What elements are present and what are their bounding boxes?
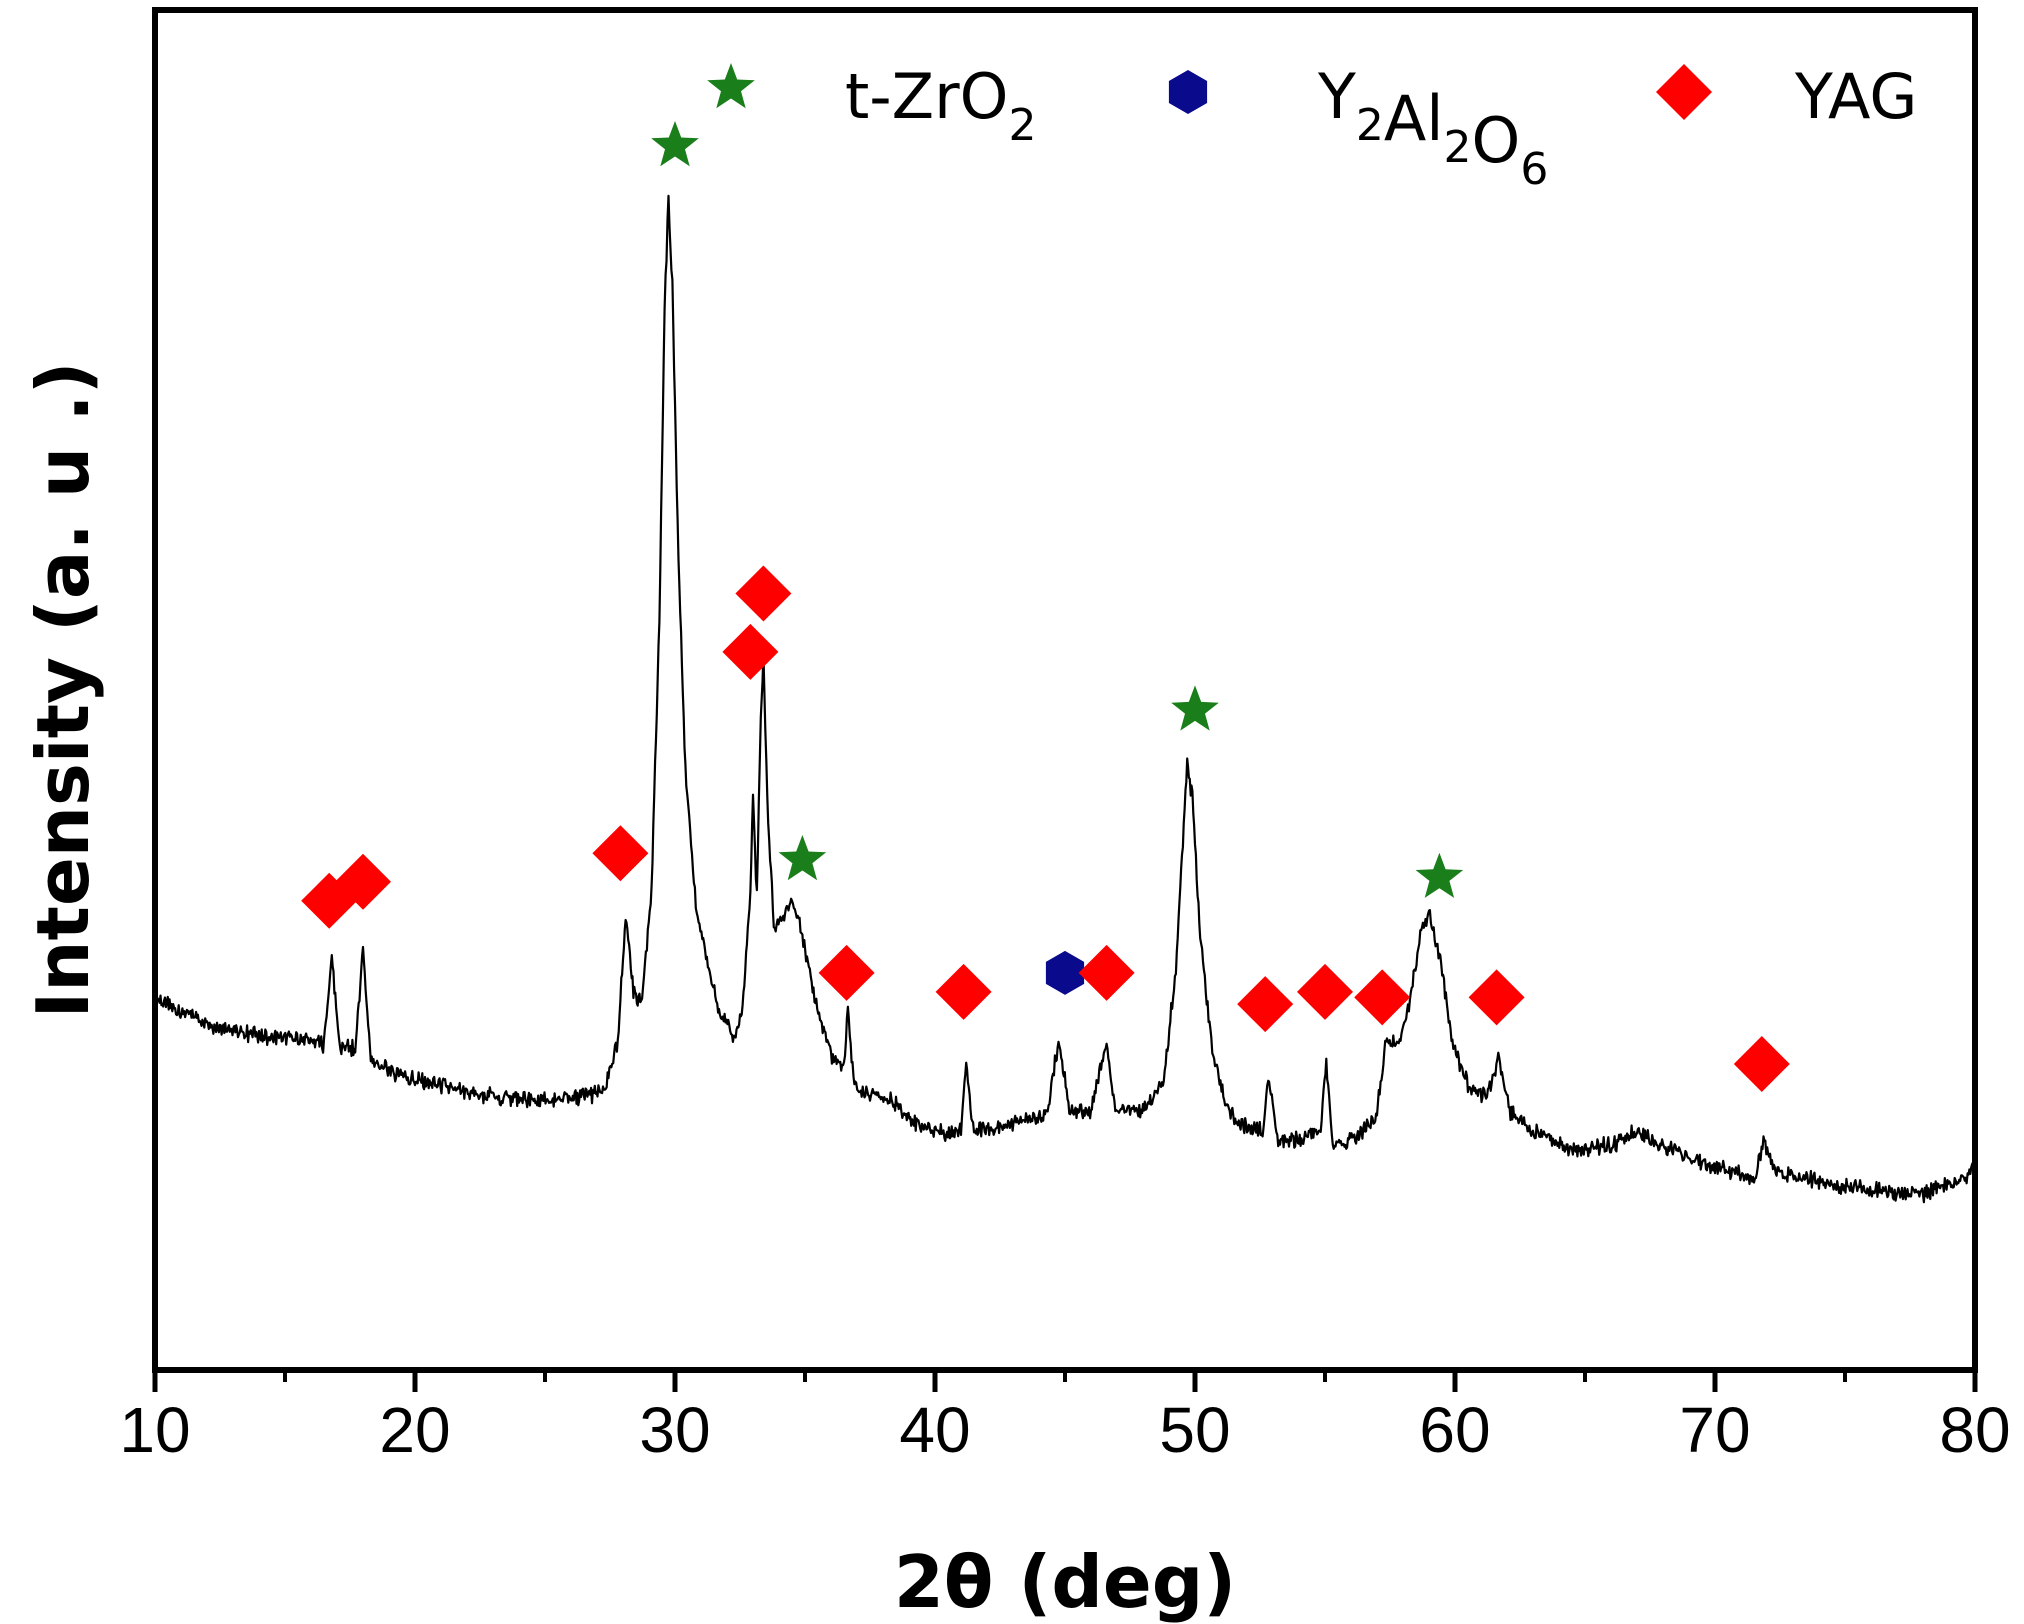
xrd-trace-line <box>153 194 1977 1204</box>
peak-markers <box>301 121 1790 1092</box>
peak-marker-hexagon <box>1045 950 1085 995</box>
legend: t-ZrO2 Y2Al2O6 YAG <box>707 60 1917 195</box>
x-axis-title: 2θ (deg) <box>894 1540 1236 1624</box>
peak-marker-diamond <box>735 565 792 622</box>
peak-marker-diamond <box>935 963 992 1020</box>
peak-marker-star <box>1415 852 1464 898</box>
peak-marker-star <box>1171 685 1219 731</box>
peak-marker-diamond <box>818 944 875 1001</box>
peak-marker-diamond <box>335 853 391 910</box>
legend-label: t-ZrO2 <box>845 60 1036 151</box>
x-tick-label: 10 <box>119 1394 190 1466</box>
peak-marker-diamond <box>1078 944 1135 1001</box>
peak-marker-diamond <box>1237 976 1294 1033</box>
x-tick-label: 20 <box>379 1394 450 1466</box>
x-tick-label: 60 <box>1419 1394 1490 1466</box>
peak-marker-diamond <box>592 825 649 882</box>
peak-marker-diamond <box>1468 969 1525 1026</box>
y-axis-title: Intensity (a. u .) <box>21 362 105 1019</box>
peak-marker-star <box>778 835 827 881</box>
x-tick-label: 30 <box>639 1394 710 1466</box>
legend-marker-star <box>707 63 755 109</box>
peak-marker-diamond <box>722 623 779 680</box>
x-tick-label: 50 <box>1159 1394 1230 1466</box>
x-tick-label: 70 <box>1679 1394 1750 1466</box>
peak-marker-star <box>651 121 699 167</box>
peak-marker-diamond <box>1733 1036 1790 1092</box>
x-tick-label: 40 <box>899 1394 970 1466</box>
legend-marker-diamond <box>1656 64 1712 120</box>
legend-label: Y2Al2O6 <box>1317 60 1548 195</box>
legend-label: YAG <box>1794 60 1917 133</box>
legend-marker-hexagon <box>1168 70 1208 114</box>
x-tick-label: 80 <box>1939 1394 2010 1466</box>
plot-area <box>153 194 1977 1204</box>
peak-marker-diamond <box>1354 969 1411 1026</box>
peak-marker-diamond <box>1297 963 1353 1020</box>
x-axis-ticks: 10 20 30 40 50 60 70 80 <box>119 1370 2011 1466</box>
